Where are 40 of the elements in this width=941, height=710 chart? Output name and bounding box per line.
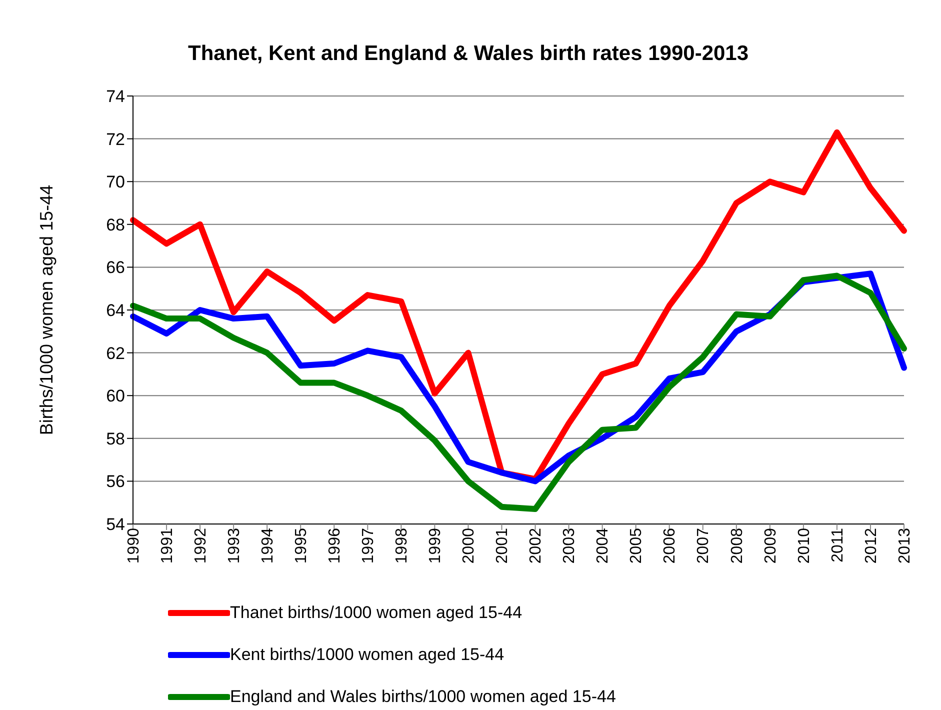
x-tick-label: 2005 <box>628 528 646 564</box>
x-tick-label: 2009 <box>762 528 780 564</box>
x-tick-label: 1995 <box>292 528 310 564</box>
chart-title: Thanet, Kent and England & Wales birth rates 1990-2013 <box>188 42 749 66</box>
x-tick-label: 2001 <box>494 528 512 564</box>
x-tick-label: 1998 <box>394 528 411 564</box>
x-tick-label: 2011 <box>829 528 846 562</box>
x-tick-label: 1999 <box>427 528 444 564</box>
y-tick-label: 72 <box>106 130 125 149</box>
x-tick-label: 1990 <box>125 528 142 564</box>
y-tick-label: 70 <box>106 172 125 192</box>
x-tick-label: 1991 <box>158 528 176 564</box>
y-tick-label: 64 <box>106 301 125 320</box>
legend-label: Thanet births/1000 women aged 15-44 <box>230 603 522 623</box>
x-tick-label: 2003 <box>561 528 578 564</box>
y-tick-label: 58 <box>106 429 125 448</box>
x-tick-label: 2000 <box>460 528 478 564</box>
x-tick-label: 2013 <box>896 528 914 564</box>
x-tick-label: 2006 <box>662 528 679 564</box>
y-tick-label: 54 <box>106 515 125 534</box>
x-tick-label: 1993 <box>226 528 243 564</box>
x-tick-label: 2012 <box>862 528 880 564</box>
y-tick-label: 60 <box>106 386 125 406</box>
x-tick-label: 2008 <box>728 528 746 564</box>
y-axis-title: Births/1000 women aged 15-44 <box>36 184 56 436</box>
y-tick-label: 66 <box>106 258 125 278</box>
legend-label: England and Wales births/1000 women aged 15-44 <box>230 687 616 707</box>
y-tick-label: 74 <box>106 87 125 106</box>
y-tick-label: 68 <box>106 215 125 234</box>
x-tick-label: 2002 <box>528 528 545 564</box>
x-tick-label: 2004 <box>594 528 612 564</box>
x-tick-label: 1994 <box>259 528 276 564</box>
x-tick-label: 2010 <box>796 528 813 564</box>
x-tick-label: 2007 <box>695 528 712 564</box>
legend-label: Kent births/1000 women aged 15-44 <box>230 645 504 665</box>
x-tick-label: 1997 <box>360 528 378 564</box>
x-tick-label: 1992 <box>192 528 210 564</box>
y-tick-label: 62 <box>106 344 125 363</box>
y-tick-label: 56 <box>106 472 125 492</box>
x-tick-label: 1996 <box>326 528 344 564</box>
